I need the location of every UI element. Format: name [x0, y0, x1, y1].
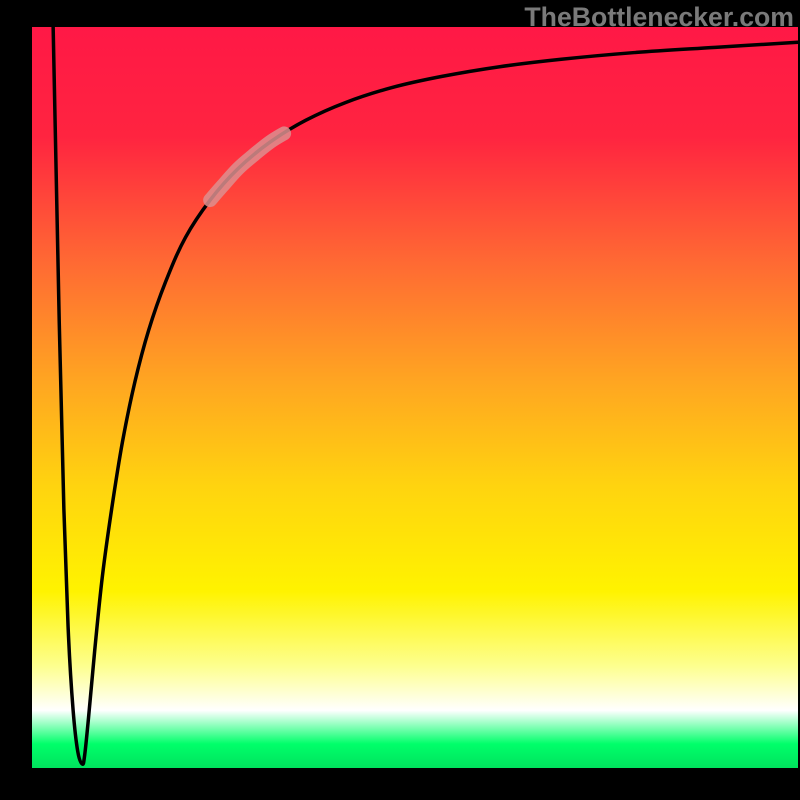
attribution-link[interactable]: TheBottlenecker.com	[524, 0, 800, 33]
chart-container: TheBottlenecker.com	[0, 0, 800, 800]
plot-gradient-area	[30, 25, 800, 770]
bottleneck-chart	[0, 0, 800, 800]
